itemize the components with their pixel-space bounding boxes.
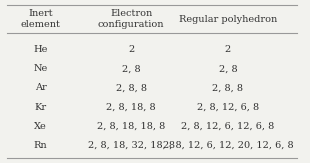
Text: 2: 2 — [225, 45, 231, 54]
Text: Regular polyhedron: Regular polyhedron — [179, 15, 277, 23]
Text: Kr: Kr — [35, 103, 47, 112]
Text: 2, 8, 12, 6, 12, 20, 12, 6, 8: 2, 8, 12, 6, 12, 20, 12, 6, 8 — [162, 141, 293, 150]
Text: 2, 8: 2, 8 — [122, 64, 140, 73]
Text: 2, 8: 2, 8 — [219, 64, 237, 73]
Text: 2, 8, 8: 2, 8, 8 — [116, 83, 147, 92]
Text: Inert
element: Inert element — [21, 9, 60, 29]
Text: Ar: Ar — [35, 83, 46, 92]
Text: Ne: Ne — [33, 64, 48, 73]
Text: Rn: Rn — [34, 141, 47, 150]
Text: 2, 8, 12, 6, 12, 6, 8: 2, 8, 12, 6, 12, 6, 8 — [181, 122, 274, 131]
Text: 2, 8, 8: 2, 8, 8 — [212, 83, 243, 92]
Text: 2, 8, 18, 8: 2, 8, 18, 8 — [106, 103, 156, 112]
Text: Xe: Xe — [34, 122, 47, 131]
Text: 2: 2 — [128, 45, 134, 54]
Text: 2, 8, 18, 18, 8: 2, 8, 18, 18, 8 — [97, 122, 165, 131]
Text: Electron
configuration: Electron configuration — [98, 9, 165, 29]
Text: He: He — [33, 45, 48, 54]
Text: 2, 8, 18, 32, 18, 8: 2, 8, 18, 32, 18, 8 — [88, 141, 175, 150]
Text: 2, 8, 12, 6, 8: 2, 8, 12, 6, 8 — [197, 103, 259, 112]
